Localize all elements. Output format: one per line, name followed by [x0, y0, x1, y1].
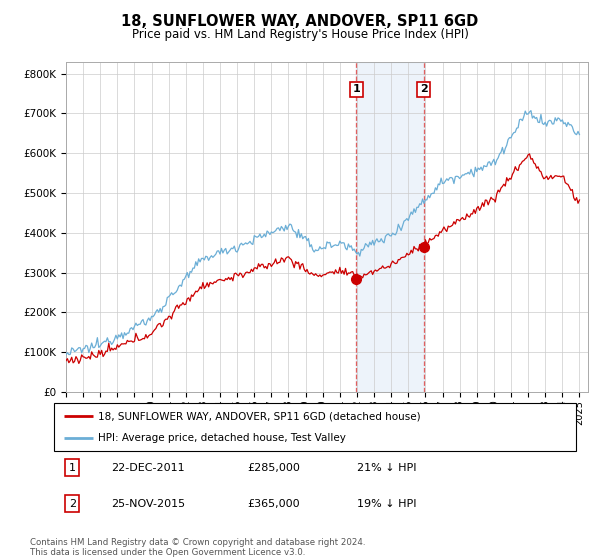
Text: £285,000: £285,000: [247, 463, 300, 473]
Text: 2: 2: [69, 499, 76, 509]
Text: £365,000: £365,000: [247, 499, 300, 509]
Text: Price paid vs. HM Land Registry's House Price Index (HPI): Price paid vs. HM Land Registry's House …: [131, 28, 469, 41]
Text: 19% ↓ HPI: 19% ↓ HPI: [357, 499, 416, 509]
Text: 25-NOV-2015: 25-NOV-2015: [112, 499, 185, 509]
Text: 1: 1: [353, 85, 361, 95]
Text: 2: 2: [420, 85, 428, 95]
Text: Contains HM Land Registry data © Crown copyright and database right 2024.
This d: Contains HM Land Registry data © Crown c…: [30, 538, 365, 557]
Text: 1: 1: [69, 463, 76, 473]
Bar: [356, 62, 424, 392]
Text: 22-DEC-2011: 22-DEC-2011: [112, 463, 185, 473]
Text: HPI: Average price, detached house, Test Valley: HPI: Average price, detached house, Test…: [98, 433, 346, 443]
Text: 21% ↓ HPI: 21% ↓ HPI: [357, 463, 416, 473]
Text: 18, SUNFLOWER WAY, ANDOVER, SP11 6GD (detached house): 18, SUNFLOWER WAY, ANDOVER, SP11 6GD (de…: [98, 411, 421, 421]
Text: 18, SUNFLOWER WAY, ANDOVER, SP11 6GD: 18, SUNFLOWER WAY, ANDOVER, SP11 6GD: [121, 14, 479, 29]
